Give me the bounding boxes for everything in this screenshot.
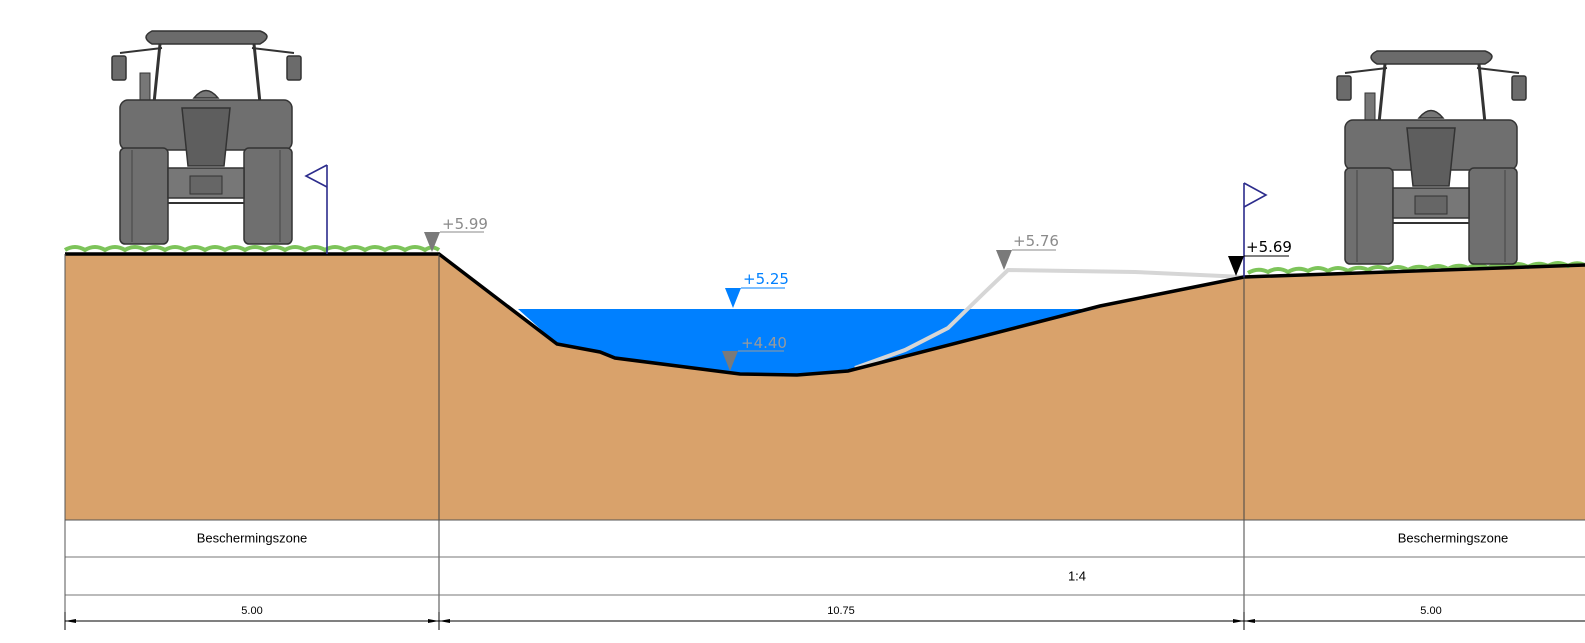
level-label-right-bank: +5.69 <box>1246 238 1292 256</box>
width-label-left: 5.00 <box>241 605 262 617</box>
zone-label-left: Beschermingszone <box>197 530 308 545</box>
level-label-bed: +4.40 <box>741 334 787 352</box>
level-marker-right-bank: +5.69 <box>1228 238 1292 276</box>
level-marker-left-bank: +5.99 <box>424 215 488 252</box>
grass-left <box>63 245 441 253</box>
original-profile-line <box>854 267 1245 370</box>
level-marker-water: +5.25 <box>725 270 789 308</box>
level-marker-original-right-bank: +5.76 <box>996 232 1059 270</box>
zone-label-right: Beschermingszone <box>1398 530 1509 545</box>
slope-label: 1:4 <box>1068 568 1086 583</box>
ground-profile-line <box>65 252 1585 377</box>
info-table: Beschermingszone Beschermingszone 1:4 5.… <box>64 254 1585 630</box>
width-label-middle: 10.75 <box>827 605 855 617</box>
flag-icon-left <box>304 164 328 254</box>
width-label-right: 5.00 <box>1420 605 1441 617</box>
level-label-water: +5.25 <box>743 270 789 288</box>
flag-icon-right <box>1243 182 1268 277</box>
level-label-left-bank: +5.99 <box>442 215 488 233</box>
tractor-icon-right <box>1335 49 1528 266</box>
level-label-original-right-bank: +5.76 <box>1013 232 1059 250</box>
tractor-icon-left <box>110 29 303 246</box>
level-marker-bed: +4.40 <box>722 334 787 371</box>
soil-body <box>65 254 1585 520</box>
